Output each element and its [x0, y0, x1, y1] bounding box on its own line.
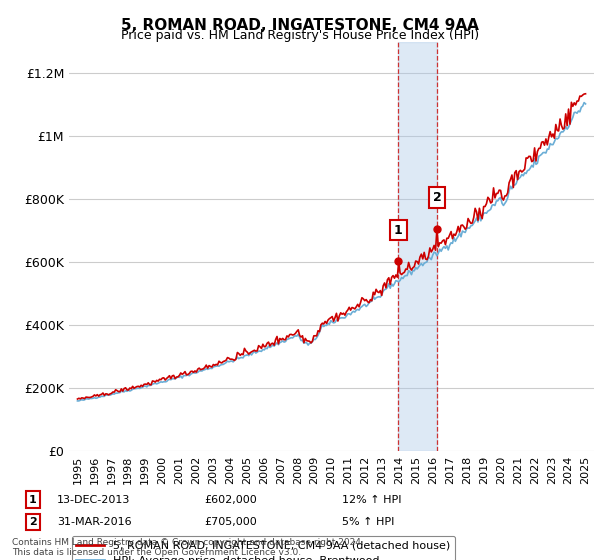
Text: 12% ↑ HPI: 12% ↑ HPI — [342, 494, 401, 505]
Text: 1: 1 — [29, 494, 37, 505]
Text: 1: 1 — [394, 223, 403, 236]
Text: 5% ↑ HPI: 5% ↑ HPI — [342, 517, 394, 527]
Text: £705,000: £705,000 — [204, 517, 257, 527]
Text: £602,000: £602,000 — [204, 494, 257, 505]
Text: 5, ROMAN ROAD, INGATESTONE, CM4 9AA: 5, ROMAN ROAD, INGATESTONE, CM4 9AA — [121, 18, 479, 33]
Bar — [398, 42, 437, 451]
Legend: 5, ROMAN ROAD, INGATESTONE, CM4 9AA (detached house), HPI: Average price, detach: 5, ROMAN ROAD, INGATESTONE, CM4 9AA (det… — [72, 536, 455, 560]
Text: 2: 2 — [29, 517, 37, 527]
Text: Price paid vs. HM Land Registry's House Price Index (HPI): Price paid vs. HM Land Registry's House … — [121, 29, 479, 42]
Text: 31-MAR-2016: 31-MAR-2016 — [57, 517, 131, 527]
Text: 2: 2 — [433, 191, 442, 204]
Text: 13-DEC-2013: 13-DEC-2013 — [57, 494, 130, 505]
Text: Contains HM Land Registry data © Crown copyright and database right 2024.
This d: Contains HM Land Registry data © Crown c… — [12, 538, 364, 557]
